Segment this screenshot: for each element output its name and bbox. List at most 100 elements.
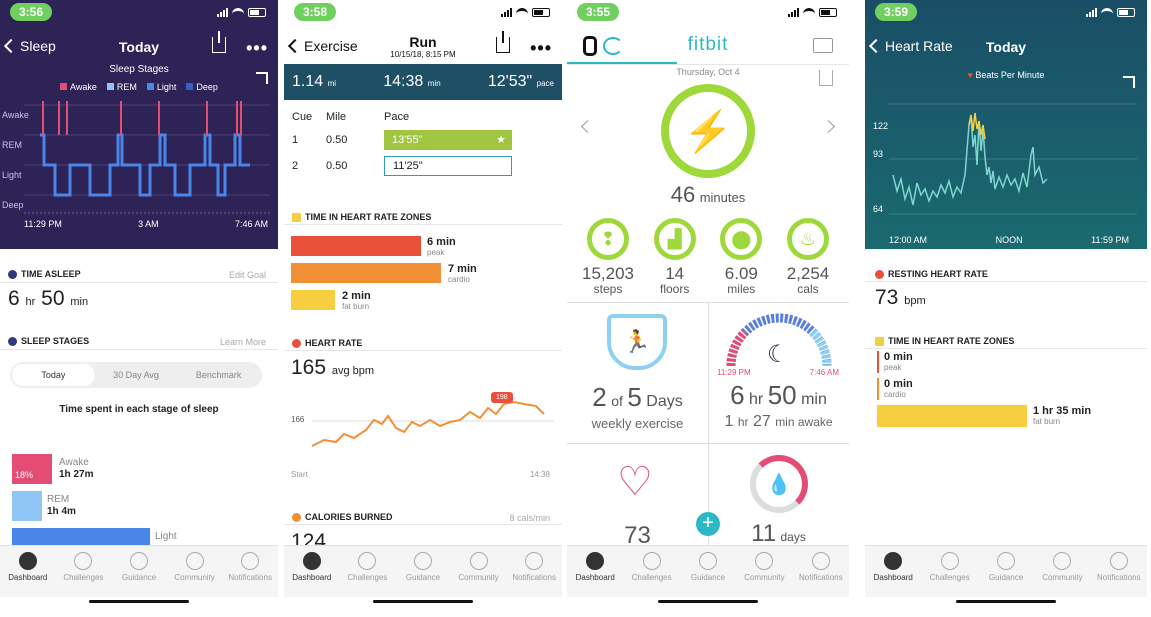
fatburn-value: 2 min [342, 290, 371, 302]
stage-levels: Awake REM Light Deep [2, 100, 29, 220]
chart-title-text: Beats Per Minute [975, 70, 1045, 80]
nav-bar: Heart Rate Today [865, 28, 1147, 64]
seg-30-day[interactable]: 30 Day Avg [113, 370, 159, 380]
stat-label: steps [593, 282, 623, 296]
add-button[interactable]: + [696, 512, 720, 536]
heart-rate-screen: 3:59 Heart Rate Today ♥ Beats Per Minute… [865, 0, 1147, 607]
compass-icon [699, 552, 718, 570]
tracker-icon[interactable] [583, 36, 597, 56]
tab-label: Challenges [63, 573, 104, 582]
stat-floors[interactable]: ▟ 14 floors [644, 218, 706, 296]
more-icon[interactable]: ••• [246, 38, 268, 58]
tab-guidance[interactable]: Guidance [395, 546, 451, 597]
profile-card-icon[interactable] [813, 38, 833, 53]
section-sleep-stages: SLEEP STAGES [8, 336, 89, 346]
divider [0, 349, 278, 350]
status-time: 3:56 [10, 3, 52, 21]
share-icon[interactable] [496, 31, 510, 53]
avg-value: 165 [291, 356, 327, 379]
stat-distance: 1.14 mi [292, 73, 336, 91]
tab-notifications[interactable]: Notifications [222, 546, 278, 597]
tab-dashboard[interactable]: Dashboard [0, 546, 56, 597]
expand-icon[interactable] [256, 72, 268, 84]
tab-challenges[interactable]: Challenges [56, 546, 112, 597]
min-unit: min [70, 296, 89, 308]
prev-day-icon[interactable] [581, 120, 594, 133]
back-button[interactable]: Heart Rate [868, 38, 953, 54]
tab-community[interactable]: Community [1034, 546, 1090, 597]
awake-bar: 18% [12, 454, 52, 484]
sleep-header [0, 0, 278, 249]
more-icon[interactable]: ••• [530, 38, 552, 58]
edit-goal-link[interactable]: Edit Goal [228, 270, 266, 280]
awake-pct: 18% [15, 470, 34, 480]
section-hr-zones: TIME IN HEART RATE ZONES [875, 336, 1014, 346]
tab-guidance[interactable]: Guidance [111, 546, 167, 597]
heart-icon [292, 338, 301, 348]
tab-dashboard[interactable]: Dashboard [865, 546, 921, 597]
section-time-asleep: TIME ASLEEP [8, 269, 81, 279]
seg-today[interactable]: Today [12, 364, 95, 386]
tab-guidance[interactable]: Guidance [680, 546, 736, 597]
stat-miles[interactable]: ⬤ 6.09 miles [710, 218, 772, 296]
divider [284, 350, 562, 351]
tab-label: Guidance [121, 573, 157, 582]
sync-icon[interactable] [603, 37, 623, 55]
tab-guidance[interactable]: Guidance [978, 546, 1034, 597]
water-streak[interactable]: 11 days [708, 520, 849, 548]
max-hr-marker: 198 [491, 392, 513, 403]
expand-icon[interactable] [1123, 76, 1135, 88]
legend-light: Light [146, 82, 176, 92]
tab-notifications[interactable]: Notifications [506, 546, 562, 597]
col-cue: Cue [292, 111, 313, 123]
next-day-icon[interactable] [822, 120, 835, 133]
moon-icon [8, 269, 17, 279]
minutes-value: 46 [670, 182, 696, 207]
tab-dashboard[interactable]: Dashboard [567, 546, 623, 597]
fatburn-bar [291, 290, 335, 310]
tab-label: Notifications [799, 573, 843, 582]
exercise-days[interactable]: 2 of 5 Days [567, 382, 708, 413]
seg-benchmark[interactable]: Benchmark [195, 370, 242, 380]
fatburn-bar [877, 405, 1027, 427]
tab-community[interactable]: Community [167, 546, 223, 597]
active-page-indicator [567, 62, 677, 65]
sleep-duration[interactable]: 6 hr 50 min [708, 380, 849, 411]
tab-challenges[interactable]: Challenges [921, 546, 977, 597]
stat-cals[interactable]: ♨ 2,254 cals [777, 218, 839, 296]
back-button[interactable]: Exercise [287, 38, 358, 54]
y-tick: 166 [291, 415, 305, 424]
stairs-icon: ▟ [653, 218, 696, 260]
table-row: 1 0.50 13'55" ★ [292, 130, 552, 150]
stat-steps[interactable]: ❢ 15,203 steps [577, 218, 639, 296]
people-icon [1053, 552, 1072, 570]
resting-hr-value[interactable]: 73 [624, 522, 651, 549]
y-tick: 122 [873, 121, 889, 131]
tab-community[interactable]: Community [736, 546, 792, 597]
table-row: 2 0.50 11'25" [292, 156, 552, 176]
home-indicator [89, 600, 189, 603]
learn-more-link[interactable]: Learn More [219, 337, 266, 347]
back-button[interactable]: Sleep [3, 38, 56, 54]
hr-day-chart [889, 103, 1137, 215]
tab-notifications[interactable]: Notifications [1091, 546, 1147, 597]
tab-challenges[interactable]: Challenges [623, 546, 679, 597]
tab-notifications[interactable]: Notifications [793, 546, 849, 597]
share-icon[interactable] [819, 70, 833, 86]
stat-label: cals [797, 282, 819, 296]
heart-icon [875, 269, 884, 279]
tab-label: Challenges [631, 573, 672, 582]
divider [865, 348, 1147, 349]
tab-community[interactable]: Community [451, 546, 507, 597]
level-awake: Awake [2, 110, 29, 120]
cardio-value: 7 min [448, 263, 477, 275]
people-icon [185, 552, 204, 570]
tab-bar: Dashboard Challenges Guidance Community … [865, 545, 1147, 597]
tab-dashboard[interactable]: Dashboard [284, 546, 340, 597]
stat-value: 12'53" [487, 73, 533, 90]
x-tick: NOON [995, 235, 1023, 245]
share-icon[interactable] [212, 31, 226, 53]
hr-line-chart [311, 400, 554, 447]
tab-challenges[interactable]: Challenges [340, 546, 396, 597]
active-minutes-ring[interactable]: ⚡ [661, 84, 755, 178]
